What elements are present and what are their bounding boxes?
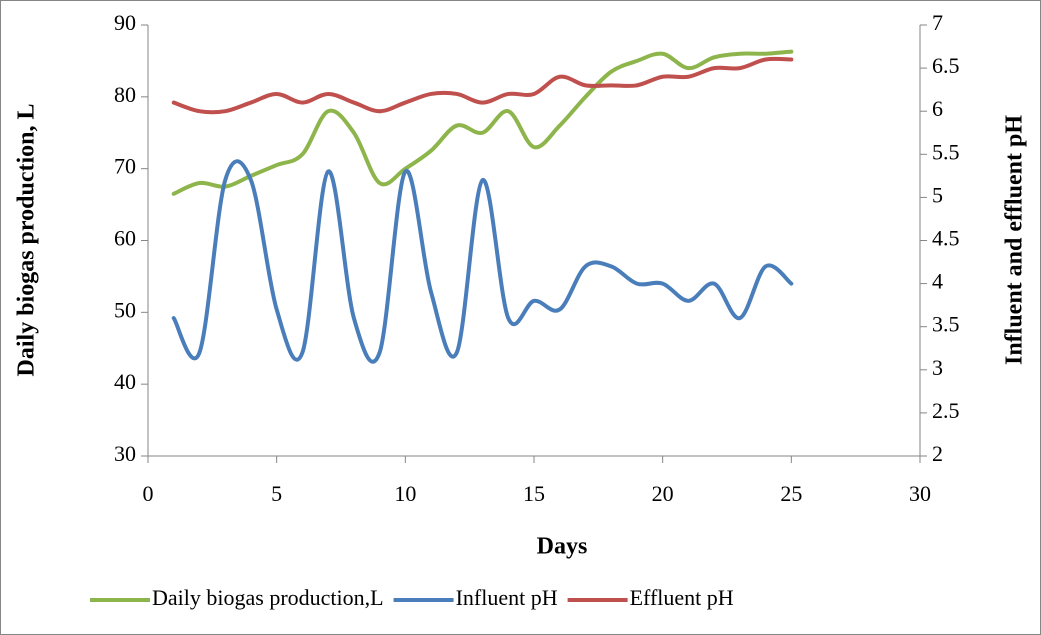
y-tick-label: 50 (114, 297, 136, 322)
y2-tick-label: 5.5 (932, 139, 960, 164)
y2-tick-label: 3 (932, 355, 943, 380)
y2-tick-label: 4.5 (932, 226, 960, 251)
x-tick-label: 15 (523, 481, 545, 506)
y-tick-label: 80 (114, 82, 136, 107)
x-tick-label: 20 (652, 481, 674, 506)
x-tick-label: 10 (394, 481, 416, 506)
y-tick-label: 90 (114, 10, 136, 35)
y-tick-label: 40 (114, 369, 136, 394)
data-line (171, 159, 794, 364)
x-tick-label: 0 (143, 481, 154, 506)
legend-label: Influent pH (456, 585, 558, 610)
legend-label: Daily biogas production,L (152, 585, 384, 610)
y-tick-label: 70 (114, 154, 136, 179)
y-tick-label: 60 (114, 226, 136, 251)
legend-label: Effluent pH (630, 585, 734, 610)
y2-tick-label: 6 (932, 96, 943, 121)
x-axis-title: Days (537, 534, 588, 560)
y2-tick-label: 4 (932, 269, 943, 294)
data-line (171, 49, 794, 196)
y2-tick-label: 5 (932, 182, 943, 207)
y2-tick-label: 7 (932, 10, 943, 35)
y2-tick-label: 2.5 (932, 398, 960, 423)
y2-tick-label: 2 (932, 441, 943, 466)
y2-tick-label: 3.5 (932, 312, 960, 337)
y-tick-label: 30 (114, 441, 136, 466)
x-tick-label: 25 (780, 481, 802, 506)
y2-tick-label: 6.5 (932, 53, 960, 78)
y2-axis-title: Influent and effluent pH (1002, 115, 1028, 365)
x-tick-label: 5 (271, 481, 282, 506)
y-axis-title: Daily biogas production, L (14, 104, 40, 377)
x-tick-label: 30 (909, 481, 931, 506)
data-line (171, 56, 794, 115)
